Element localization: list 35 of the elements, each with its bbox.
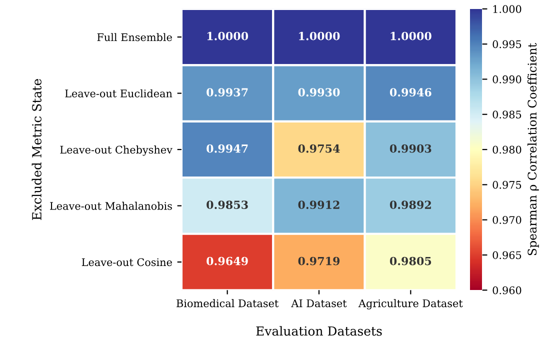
data-label: 0.9946 — [390, 88, 432, 96]
y-tick-label: Leave-out Euclidean — [65, 89, 172, 98]
color-bar-label: 0.960 — [492, 286, 522, 294]
x-tick-label: AI Dataset — [291, 299, 347, 308]
y-tick-label: Full Ensemble — [97, 33, 172, 42]
data-label: 1.0000 — [207, 32, 248, 40]
data-label: 0.9805 — [390, 256, 432, 266]
data-label: 0.9903 — [390, 144, 432, 153]
y-tick-label: Leave-out Mahalanobis — [50, 202, 172, 210]
data-label: 0.9754 — [298, 144, 340, 153]
data-label: 0.9937 — [206, 88, 248, 96]
data-label: 0.9853 — [206, 200, 248, 209]
color-bar-label: 0.995 — [492, 40, 522, 48]
data-label: 0.9947 — [206, 144, 248, 153]
data-label: 0.9892 — [390, 200, 431, 209]
color-bar-title: Spearman ρ Correlation Coefficient — [527, 43, 539, 256]
color-bar-label: 0.980 — [492, 146, 522, 154]
data-label: 0.9930 — [298, 88, 340, 96]
color-bar-label: 0.970 — [492, 216, 522, 224]
data-label: 0.9719 — [298, 256, 340, 266]
data-label: 1.0000 — [299, 32, 340, 40]
color-bar-label: 0.990 — [492, 75, 522, 84]
data-label: 1.0000 — [390, 32, 432, 40]
data-label: 0.9649 — [206, 256, 248, 266]
x-tick-label: Agriculture Dataset — [358, 299, 463, 310]
x-axis-title: Evaluation Datasets — [256, 326, 382, 336]
color-bar-label: 0.965 — [492, 251, 522, 260]
data-label: 0.9912 — [298, 200, 340, 209]
x-tick-label: Biomedical Dataset — [176, 299, 279, 308]
color-bar-label: 1.000 — [493, 5, 522, 14]
color-bar-label: 0.985 — [492, 110, 522, 118]
y-tick-label: Leave-out Chebyshev — [60, 146, 172, 156]
y-axis-title: Excluded Metric State — [32, 79, 42, 220]
color-bar-label: 0.975 — [492, 180, 522, 189]
y-tick-label: Leave-out Cosine — [82, 258, 172, 266]
